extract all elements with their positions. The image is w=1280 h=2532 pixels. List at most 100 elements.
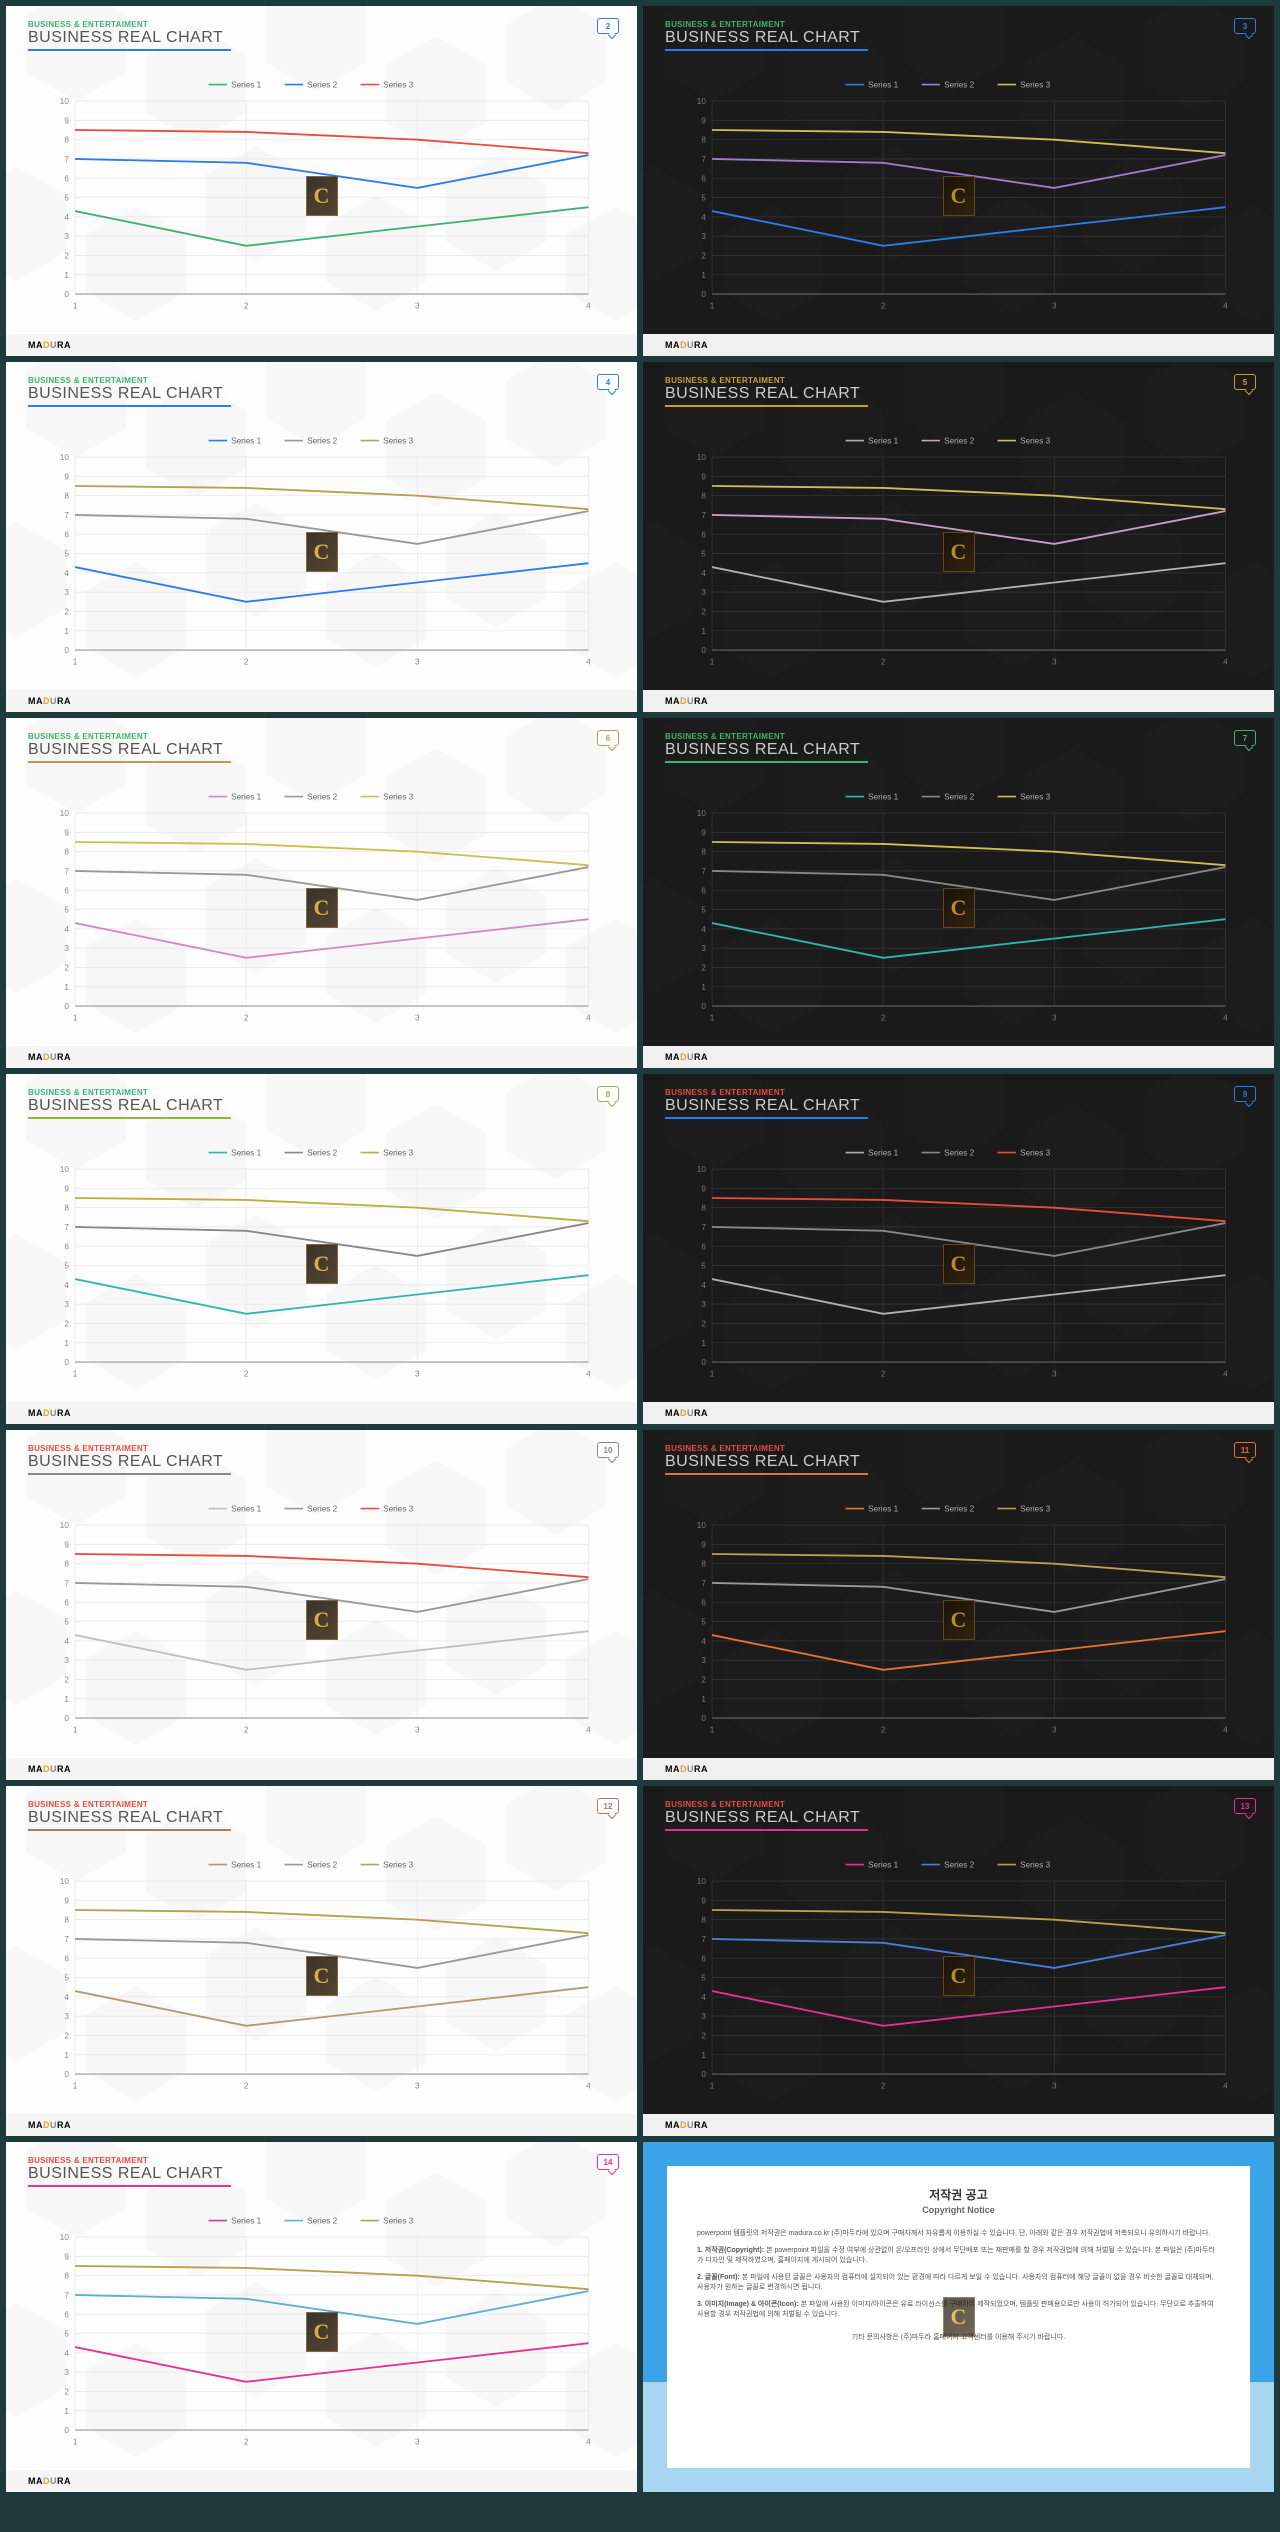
svg-text:1: 1 — [701, 983, 706, 992]
svg-text:Series 1: Series 1 — [231, 437, 262, 446]
svg-text:4: 4 — [586, 1725, 591, 1734]
comment-icon[interactable]: 12 — [597, 1798, 619, 1814]
comment-icon[interactable]: 10 — [597, 1442, 619, 1458]
svg-text:8: 8 — [701, 1916, 706, 1925]
svg-text:4: 4 — [701, 569, 706, 578]
svg-text:1: 1 — [710, 1725, 715, 1734]
svg-text:0: 0 — [701, 2070, 706, 2079]
slide-subtitle: BUSINESS & ENTERTAIMENT — [28, 1800, 615, 1809]
svg-text:3: 3 — [415, 1725, 420, 1734]
watermark-logo: C — [306, 888, 338, 928]
comment-icon[interactable]: 11 — [1234, 1442, 1256, 1458]
svg-text:9: 9 — [64, 1540, 69, 1549]
comment-icon[interactable]: 6 — [597, 730, 619, 746]
svg-text:7: 7 — [64, 867, 69, 876]
svg-text:4: 4 — [586, 1013, 591, 1022]
svg-text:Series 2: Series 2 — [307, 2217, 338, 2226]
svg-text:9: 9 — [701, 1540, 706, 1549]
svg-text:3: 3 — [701, 1300, 706, 1309]
svg-text:10: 10 — [697, 1521, 707, 1530]
svg-text:Series 3: Series 3 — [383, 793, 414, 802]
svg-text:9: 9 — [64, 116, 69, 125]
comment-icon[interactable]: 4 — [597, 374, 619, 390]
footer-brand: MADURA — [6, 1758, 637, 1780]
comment-icon[interactable]: 8 — [597, 1086, 619, 1102]
svg-text:2: 2 — [64, 608, 69, 617]
comment-icon[interactable]: 2 — [597, 18, 619, 34]
svg-text:7: 7 — [64, 1579, 69, 1588]
svg-text:4: 4 — [586, 301, 591, 310]
svg-text:Series 2: Series 2 — [944, 81, 975, 90]
svg-text:8: 8 — [701, 492, 706, 501]
svg-text:2: 2 — [701, 2032, 706, 2041]
svg-text:4: 4 — [1223, 301, 1228, 310]
svg-text:1: 1 — [701, 271, 706, 280]
chart-slide: BUSINESS & ENTERTAIMENT BUSINESS REAL CH… — [643, 718, 1274, 1068]
svg-text:7: 7 — [701, 867, 706, 876]
footer-brand: MADURA — [643, 690, 1274, 712]
svg-text:Series 3: Series 3 — [1020, 1505, 1051, 1514]
svg-text:1: 1 — [64, 1339, 69, 1348]
svg-text:2: 2 — [701, 1676, 706, 1685]
svg-text:Series 3: Series 3 — [383, 1861, 414, 1870]
slide-title: BUSINESS REAL CHART — [28, 1809, 231, 1831]
svg-text:0: 0 — [701, 1714, 706, 1723]
slide-title: BUSINESS REAL CHART — [28, 741, 231, 763]
comment-icon[interactable]: 5 — [1234, 374, 1256, 390]
svg-text:1: 1 — [64, 2051, 69, 2060]
chart-slide: BUSINESS & ENTERTAIMENT BUSINESS REAL CH… — [6, 1786, 637, 2136]
svg-text:6: 6 — [64, 530, 69, 539]
chart-slide: BUSINESS & ENTERTAIMENT BUSINESS REAL CH… — [6, 1074, 637, 1424]
svg-text:2: 2 — [244, 1013, 249, 1022]
slide-subtitle: BUSINESS & ENTERTAIMENT — [665, 1800, 1252, 1809]
slide-subtitle: BUSINESS & ENTERTAIMENT — [28, 732, 615, 741]
svg-text:4: 4 — [64, 1993, 69, 2002]
svg-text:10: 10 — [60, 1165, 70, 1174]
svg-text:3: 3 — [701, 944, 706, 953]
svg-text:0: 0 — [701, 646, 706, 655]
svg-text:5: 5 — [701, 1262, 706, 1271]
svg-text:8: 8 — [64, 492, 69, 501]
svg-text:Series 2: Series 2 — [307, 1149, 338, 1158]
svg-text:7: 7 — [701, 155, 706, 164]
slide-title: BUSINESS REAL CHART — [665, 741, 868, 763]
svg-text:1: 1 — [73, 1013, 78, 1022]
svg-text:0: 0 — [64, 2426, 69, 2435]
svg-text:Series 3: Series 3 — [1020, 793, 1051, 802]
svg-text:2: 2 — [64, 252, 69, 261]
svg-text:Series 3: Series 3 — [1020, 81, 1051, 90]
comment-icon[interactable]: 14 — [597, 2154, 619, 2170]
svg-text:1: 1 — [710, 1369, 715, 1378]
svg-text:9: 9 — [64, 1184, 69, 1193]
svg-text:1: 1 — [64, 627, 69, 636]
svg-text:8: 8 — [701, 848, 706, 857]
watermark-logo: C — [943, 888, 975, 928]
chart-slide: BUSINESS & ENTERTAIMENT BUSINESS REAL CH… — [643, 362, 1274, 712]
svg-text:10: 10 — [697, 1877, 707, 1886]
svg-text:2: 2 — [701, 608, 706, 617]
comment-icon[interactable]: 3 — [1234, 18, 1256, 34]
svg-text:3: 3 — [64, 232, 69, 241]
comment-icon[interactable]: 7 — [1234, 730, 1256, 746]
svg-text:4: 4 — [64, 569, 69, 578]
svg-text:Series 2: Series 2 — [307, 1861, 338, 1870]
svg-text:3: 3 — [1052, 1013, 1057, 1022]
svg-text:2: 2 — [881, 301, 886, 310]
svg-text:10: 10 — [697, 809, 707, 818]
svg-text:5: 5 — [64, 1262, 69, 1271]
svg-text:2: 2 — [244, 1725, 249, 1734]
comment-icon[interactable]: 9 — [1234, 1086, 1256, 1102]
svg-text:1: 1 — [701, 1339, 706, 1348]
svg-text:2: 2 — [244, 2081, 249, 2090]
svg-text:10: 10 — [60, 97, 70, 106]
slide-subtitle: BUSINESS & ENTERTAIMENT — [665, 376, 1252, 385]
svg-text:10: 10 — [60, 809, 70, 818]
svg-text:0: 0 — [701, 290, 706, 299]
svg-text:3: 3 — [64, 1656, 69, 1665]
svg-text:3: 3 — [415, 1013, 420, 1022]
svg-text:3: 3 — [1052, 301, 1057, 310]
watermark-logo: C — [306, 176, 338, 216]
svg-text:9: 9 — [64, 472, 69, 481]
comment-icon[interactable]: 13 — [1234, 1798, 1256, 1814]
svg-text:4: 4 — [701, 1637, 706, 1646]
